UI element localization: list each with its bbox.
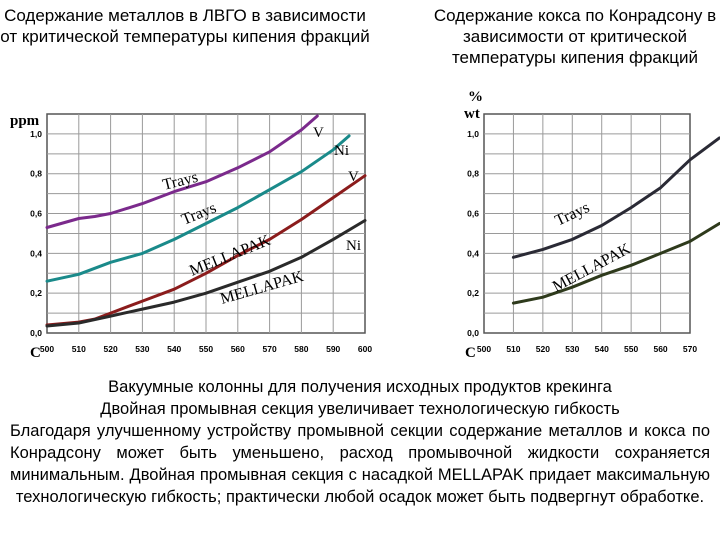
caption-line-2: Двойная промывная секция увеличивает тех… [100, 400, 620, 418]
chart1-v-mellapak-label: V [348, 169, 359, 185]
chart1-series-line-4 [45, 219, 367, 328]
chart1-ni-trays-label: Ni [334, 143, 349, 159]
chart1-x-tick-label: 540 [167, 344, 181, 354]
charts-canvas: 500 510 520 530 540 550 560 570 580 590 600 0,0 0,2 0… [10, 89, 720, 361]
chart2-series-line-2 [511, 222, 720, 305]
chart2-x-tick-label: 550 [624, 344, 638, 354]
caption: Вакуумные колонны для получения исходных… [10, 376, 710, 508]
chart2-y-tick-label: 0,6 [467, 209, 479, 219]
caption-paragraph: Благодаря улучшенному устройству промывн… [10, 422, 710, 506]
chart1-series-line-2 [45, 134, 351, 283]
chart1-x-tick-label: 550 [199, 344, 213, 354]
caption-line-1: Вакуумные колонны для получения исходных… [108, 378, 612, 396]
chart1-ni-mellapak-label: Ni [346, 238, 361, 254]
chart1-y-tick-label: 0,0 [30, 328, 42, 338]
chart1-v-trays-label: V [313, 125, 324, 141]
chart2-x-tick-label: 570 [683, 344, 697, 354]
chart2-x-tick-label: 510 [506, 344, 520, 354]
chart1-y-tick-label: 0,8 [30, 169, 42, 179]
chart2-y-axis-unit: wt [464, 106, 480, 122]
chart2-y-tick-label: 1,0 [467, 129, 479, 139]
chart2-series-line-1 [511, 136, 720, 259]
chart1-y-tick-label: 1,0 [30, 129, 42, 139]
left-chart-title: Содержание металлов в ЛВГО в зависимости… [0, 6, 370, 46]
chart1-y-axis-label: ppm [10, 113, 40, 129]
chart2-x-tick-label: 520 [536, 344, 550, 354]
chart1-x-tick-label: 580 [294, 344, 308, 354]
chart2-y-tick-label: 0,2 [467, 288, 479, 298]
chart1-x-tick-label: 560 [231, 344, 245, 354]
chart1-x-tick-label: 500 [40, 344, 54, 354]
chart2-y-axis-label: % [468, 89, 483, 105]
chart1-y-tick-label: 0,4 [30, 248, 42, 258]
chart2-x-tick-label: 530 [565, 344, 579, 354]
chart1-series-line-1 [45, 114, 319, 229]
chart2-x-axis-label: C [465, 345, 476, 361]
chart2-y-tick-label: 0,0 [467, 328, 479, 338]
chart1-x-tick-label: 520 [104, 344, 118, 354]
chart1-x-tick-label: 510 [72, 344, 86, 354]
chart1-y-tick-label: 0,2 [30, 288, 42, 298]
chart1-x-tick-label: 570 [263, 344, 277, 354]
chart1-y-tick-label: 0,6 [30, 209, 42, 219]
chart2-x-tick-label: 500 [477, 344, 491, 354]
chart2-y-tick-label: 0,4 [467, 248, 479, 258]
right-chart-title: Содержание кокса по Конрадсону в зависим… [433, 6, 717, 67]
chart2-plot-area [483, 113, 691, 334]
chart2-x-tick-label: 540 [595, 344, 609, 354]
chart2-x-tick-label: 560 [653, 344, 667, 354]
chart1-x-tick-label: 600 [358, 344, 372, 354]
chart1-x-axis-label: C [30, 345, 41, 361]
chart2-y-tick-label: 0,8 [467, 169, 479, 179]
chart1-x-tick-label: 530 [135, 344, 149, 354]
chart1-x-tick-label: 590 [326, 344, 340, 354]
